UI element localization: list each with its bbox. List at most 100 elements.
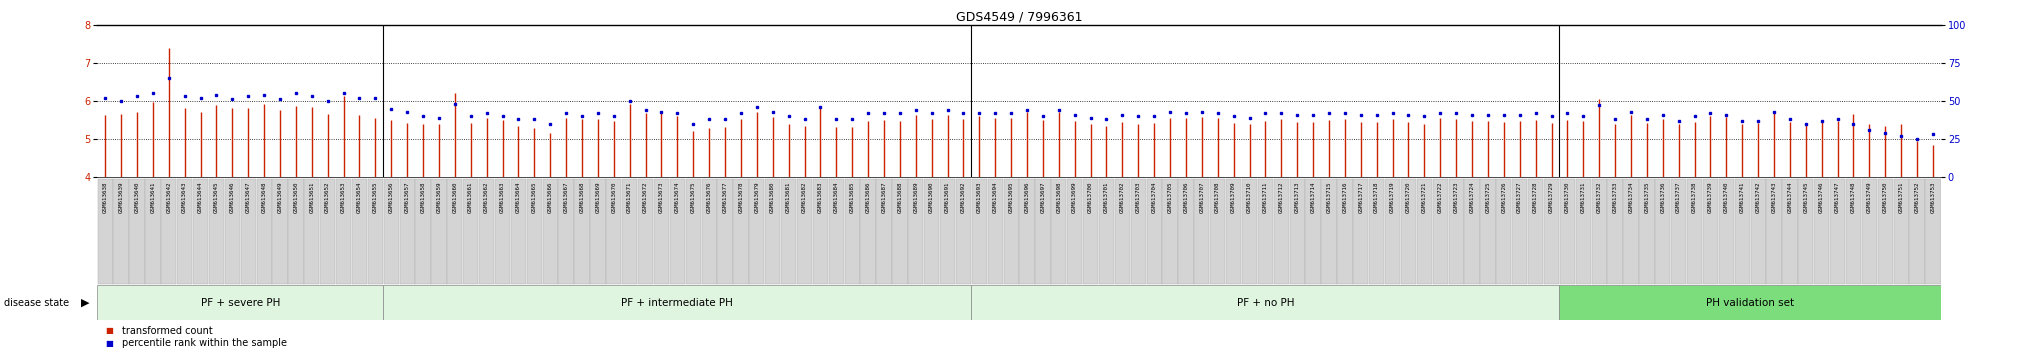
FancyBboxPatch shape [1623,179,1639,284]
Text: GSM613664: GSM613664 [517,181,521,213]
Text: GSM613638: GSM613638 [103,181,107,213]
FancyBboxPatch shape [1592,179,1607,284]
Text: ■: ■ [105,339,113,348]
Text: GSM613654: GSM613654 [357,181,363,213]
Text: GSM613724: GSM613724 [1469,181,1475,213]
Text: ▶: ▶ [81,298,89,308]
FancyBboxPatch shape [415,179,432,284]
FancyBboxPatch shape [511,179,527,284]
Text: GSM613660: GSM613660 [452,181,458,213]
FancyBboxPatch shape [622,179,638,284]
Text: GSM613713: GSM613713 [1295,181,1301,213]
Text: GSM613653: GSM613653 [340,181,346,213]
Text: GSM613738: GSM613738 [1692,181,1698,213]
Text: GSM613727: GSM613727 [1517,181,1522,213]
Text: GSM613701: GSM613701 [1104,181,1108,213]
FancyBboxPatch shape [1068,179,1082,284]
Text: GSM613708: GSM613708 [1216,181,1220,213]
FancyBboxPatch shape [399,179,415,284]
Text: GSM613702: GSM613702 [1120,181,1124,213]
FancyBboxPatch shape [1560,285,1941,320]
Text: GSM613742: GSM613742 [1757,181,1761,213]
Text: GSM613643: GSM613643 [182,181,186,213]
Text: GSM613717: GSM613717 [1357,181,1363,213]
FancyBboxPatch shape [288,179,304,284]
FancyBboxPatch shape [1894,179,1908,284]
Text: GSM613645: GSM613645 [215,181,219,213]
Text: GSM613693: GSM613693 [977,181,983,213]
Text: GSM613690: GSM613690 [930,181,934,213]
Text: GSM613715: GSM613715 [1327,181,1331,213]
Text: GSM613639: GSM613639 [120,181,124,213]
FancyBboxPatch shape [908,179,924,284]
FancyBboxPatch shape [97,285,383,320]
Text: GSM613697: GSM613697 [1041,181,1045,213]
FancyBboxPatch shape [1481,179,1495,284]
FancyBboxPatch shape [1449,179,1463,284]
FancyBboxPatch shape [1846,179,1862,284]
FancyBboxPatch shape [750,179,764,284]
Text: GSM613711: GSM613711 [1262,181,1268,213]
Text: GSM613673: GSM613673 [658,181,665,213]
FancyBboxPatch shape [336,179,350,284]
Text: GSM613657: GSM613657 [405,181,409,213]
Text: GSM613709: GSM613709 [1232,181,1236,213]
Text: GSM613721: GSM613721 [1422,181,1426,213]
Text: GSM613686: GSM613686 [865,181,871,213]
FancyBboxPatch shape [1813,179,1829,284]
Text: GSM613705: GSM613705 [1167,181,1173,213]
FancyBboxPatch shape [1131,179,1147,284]
FancyBboxPatch shape [956,179,970,284]
Text: disease state: disease state [4,298,69,308]
FancyBboxPatch shape [162,179,176,284]
Text: GSM613737: GSM613737 [1676,181,1682,213]
FancyBboxPatch shape [701,179,717,284]
FancyBboxPatch shape [1465,179,1479,284]
Text: GSM613671: GSM613671 [628,181,632,213]
FancyBboxPatch shape [654,179,669,284]
Text: GSM613733: GSM613733 [1613,181,1617,213]
FancyBboxPatch shape [1416,179,1432,284]
FancyBboxPatch shape [1908,179,1925,284]
FancyBboxPatch shape [241,179,255,284]
Text: GSM613652: GSM613652 [326,181,330,213]
Text: GSM613722: GSM613722 [1438,181,1443,213]
FancyBboxPatch shape [209,179,225,284]
Text: GSM613668: GSM613668 [579,181,586,213]
Text: GSM613676: GSM613676 [707,181,711,213]
FancyBboxPatch shape [1098,179,1114,284]
Text: GSM613749: GSM613749 [1866,181,1872,213]
FancyBboxPatch shape [1258,179,1272,284]
FancyBboxPatch shape [1925,179,1941,284]
FancyBboxPatch shape [478,179,494,284]
Text: GSM613746: GSM613746 [1819,181,1823,213]
Text: GSM613684: GSM613684 [835,181,839,213]
FancyBboxPatch shape [638,179,652,284]
Text: GSM613730: GSM613730 [1564,181,1570,213]
FancyBboxPatch shape [606,179,622,284]
FancyBboxPatch shape [1432,179,1449,284]
Text: GSM613750: GSM613750 [1882,181,1888,213]
FancyBboxPatch shape [1353,179,1368,284]
Text: GSM613751: GSM613751 [1898,181,1904,213]
Text: GSM613669: GSM613669 [596,181,600,213]
FancyBboxPatch shape [257,179,271,284]
FancyBboxPatch shape [1767,179,1781,284]
FancyBboxPatch shape [970,285,1560,320]
Text: ■: ■ [105,326,113,336]
Text: GSM613714: GSM613714 [1311,181,1315,213]
FancyBboxPatch shape [1226,179,1242,284]
FancyBboxPatch shape [940,179,954,284]
FancyBboxPatch shape [671,179,685,284]
FancyBboxPatch shape [1497,179,1511,284]
FancyBboxPatch shape [1163,179,1177,284]
Text: GSM613712: GSM613712 [1278,181,1284,213]
Text: GSM613735: GSM613735 [1645,181,1649,213]
FancyBboxPatch shape [353,179,367,284]
FancyBboxPatch shape [1528,179,1544,284]
Text: GSM613704: GSM613704 [1151,181,1157,213]
Text: GSM613745: GSM613745 [1803,181,1809,213]
Text: GSM613729: GSM613729 [1550,181,1554,213]
Text: GSM613648: GSM613648 [261,181,267,213]
FancyBboxPatch shape [1051,179,1066,284]
